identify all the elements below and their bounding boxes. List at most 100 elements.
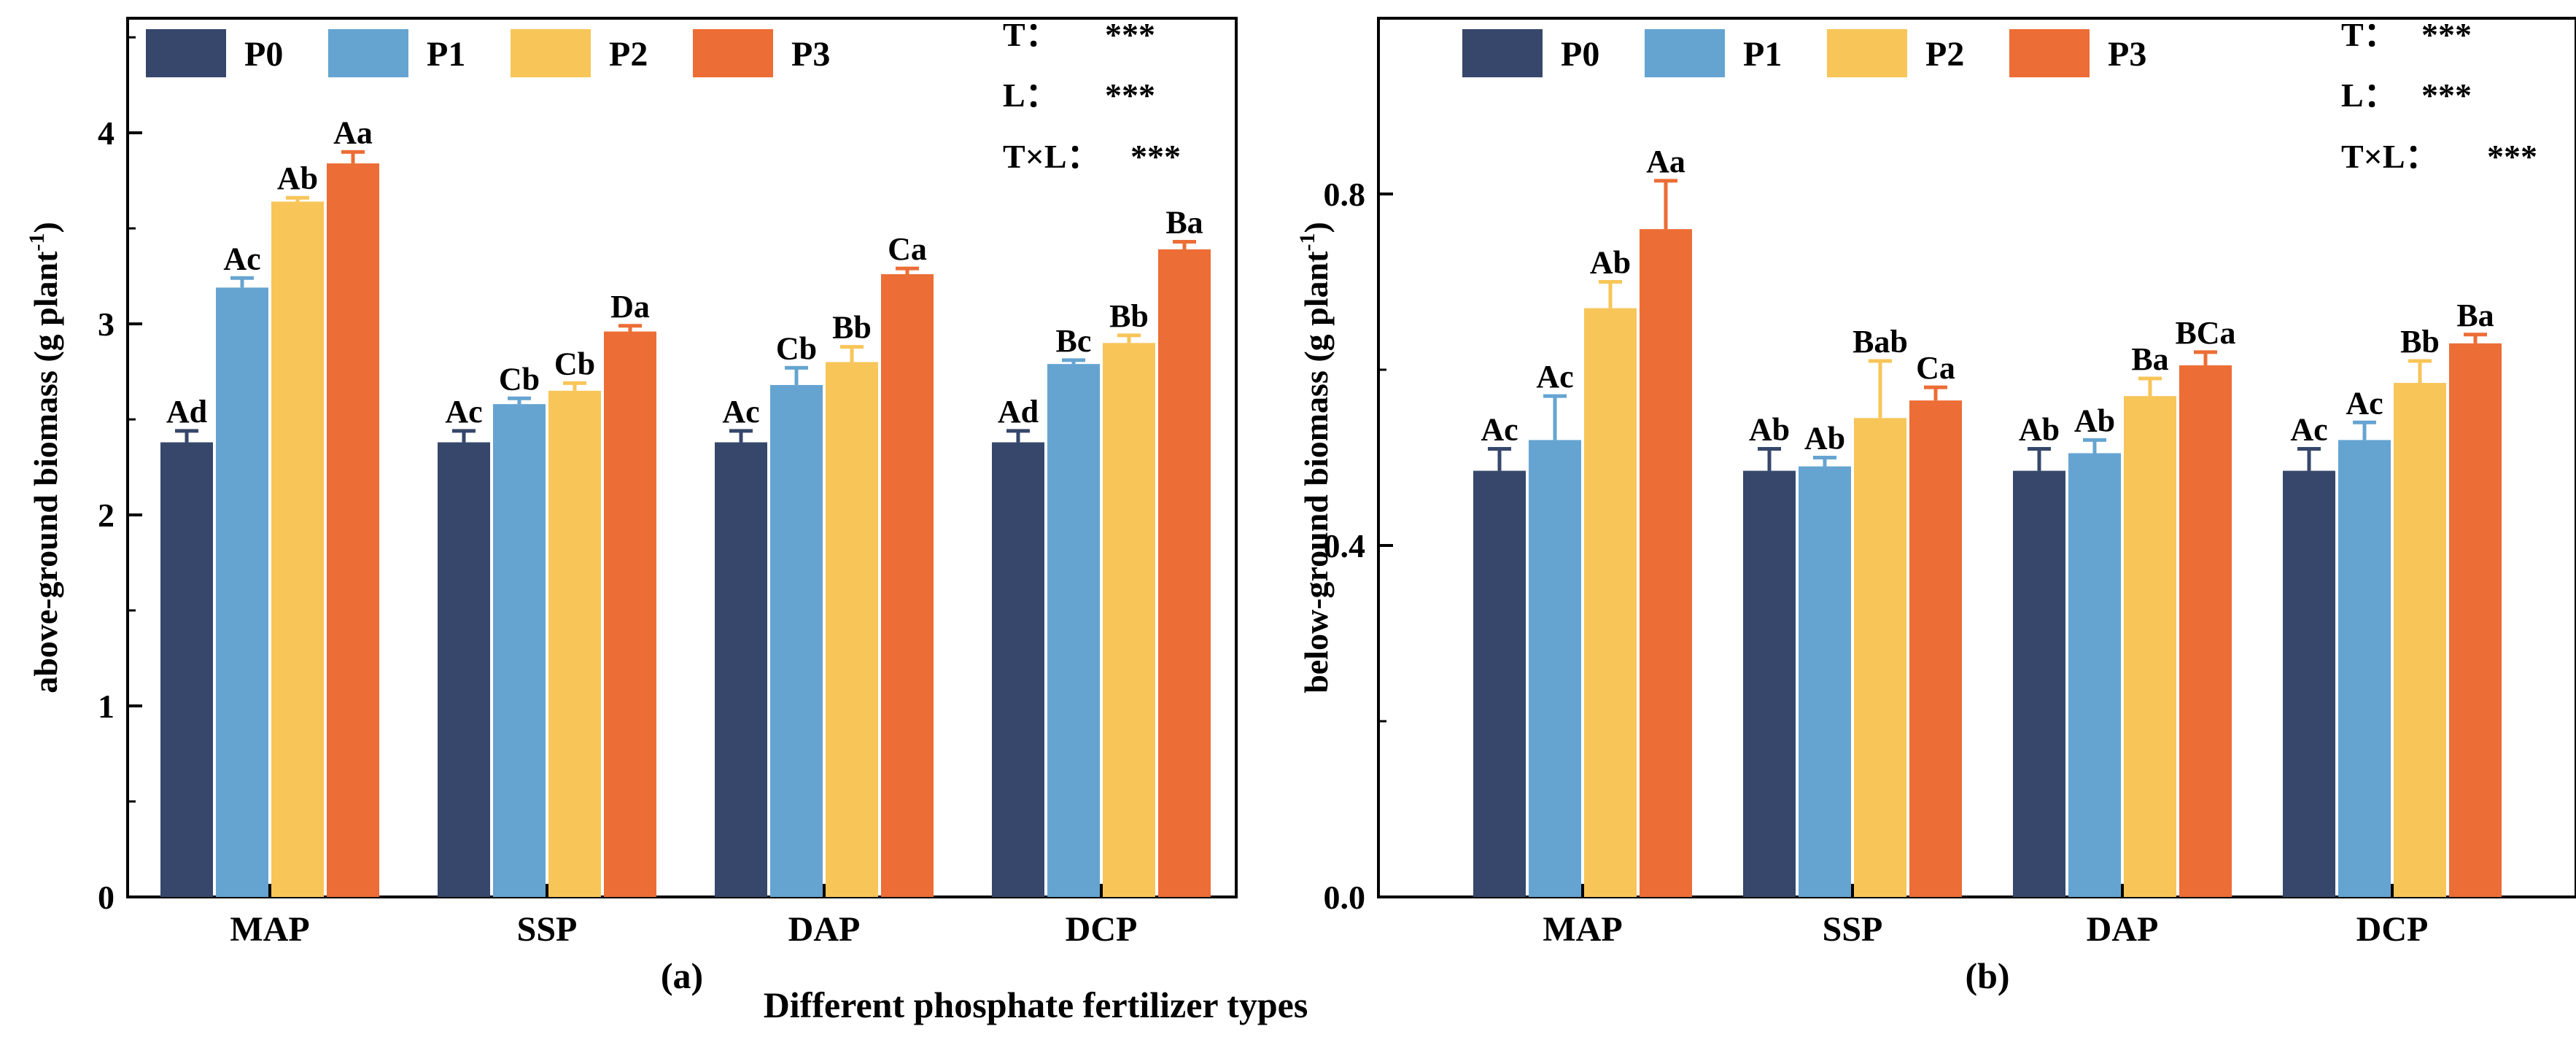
data-label: Ab [2019, 411, 2060, 447]
data-label: Ba [2456, 298, 2494, 333]
bar-p0-dcp [992, 442, 1044, 897]
data-label: Da [610, 289, 650, 325]
data-label: Bc [1056, 323, 1092, 359]
x-tick-label: DCP [1066, 910, 1138, 949]
bar-p3-map [327, 163, 379, 897]
significance-stars: *** [2421, 16, 2472, 53]
significance-label: L： [2341, 77, 2397, 114]
x-tick-label: DCP [2356, 910, 2429, 949]
data-label: Ad [998, 394, 1039, 430]
panel-label: (a) [661, 955, 703, 996]
plot-frame [126, 17, 1238, 898]
y-tick-label: 3 [98, 306, 115, 343]
x-tick-label: SSP [1823, 910, 1883, 949]
data-label: Bb [2400, 324, 2440, 360]
bar-p3-dcp [1158, 249, 1211, 897]
x-tick-label: DAP [788, 910, 861, 949]
legend-label: P2 [1925, 35, 1964, 74]
data-label: Ac [722, 394, 759, 430]
legend-label: P1 [1743, 35, 1782, 74]
legend-label: P3 [791, 35, 830, 74]
bar-p2-ssp [548, 390, 601, 897]
significance-stars: *** [2487, 138, 2537, 175]
bar-p1-dcp [1047, 364, 1100, 897]
significance-label: T： [2341, 16, 2397, 53]
y-axis-title: below-ground biomass (g plant-1) [1295, 222, 1335, 694]
bar-p3-dcp [2449, 343, 2502, 898]
legend-swatch-p3 [2009, 29, 2090, 77]
bar-p3-ssp [1909, 400, 1962, 897]
y-tick-label: 1 [98, 688, 115, 725]
legend-label: P2 [609, 35, 648, 74]
bar-p0-dcp [2283, 470, 2335, 897]
data-label: Ba [2131, 341, 2168, 377]
significance-label: T×L： [1003, 138, 1101, 175]
legend-swatch-p2 [1827, 29, 1907, 77]
significance-label: T×L： [2341, 138, 2439, 175]
data-label: Bab [1853, 324, 1908, 360]
bar-p3-ssp [604, 331, 656, 897]
data-label: Ac [1481, 411, 1518, 447]
legend-swatch-p1 [328, 29, 408, 77]
bar-p2-dap [2124, 396, 2176, 897]
data-label: Ac [2290, 411, 2327, 447]
legend-swatch-p3 [693, 29, 773, 77]
data-label: Ba [1165, 204, 1203, 240]
legend-swatch-p0 [1462, 29, 1543, 77]
bar-p1-dap [770, 384, 823, 897]
legend-label: P0 [244, 35, 283, 74]
panel-b-chart: 0.0 0.4 0.8 below-ground biomass (g plant-1… [1295, 16, 2576, 996]
significance-stars: *** [1105, 16, 1155, 53]
data-label: Ca [1916, 350, 1955, 386]
bar-p1-dap [2068, 453, 2121, 897]
bar-p1-ssp [1799, 466, 1851, 897]
data-label: Aa [333, 114, 373, 150]
data-label: Ca [888, 231, 927, 267]
y-tick-label: 4 [98, 114, 115, 152]
bar-p1-dcp [2338, 440, 2391, 897]
data-label: Ab [2074, 403, 2115, 438]
x-tick-label: DAP [2087, 910, 2159, 949]
bar-p2-map [271, 201, 324, 897]
data-label: Cb [776, 330, 817, 366]
data-label: Ad [166, 394, 207, 430]
x-tick-label: MAP [1543, 910, 1622, 949]
data-label: Ab [1590, 245, 1631, 281]
legend-swatch-p2 [511, 29, 591, 77]
bar-p1-ssp [493, 404, 546, 897]
data-label: Ab [1749, 411, 1790, 447]
bar-p3-map [1640, 229, 1692, 897]
data-label: Bb [1109, 298, 1149, 334]
y-tick-label: 2 [98, 497, 115, 534]
legend-swatch-p1 [1645, 29, 1725, 77]
y-tick-label: 0.4 [1324, 527, 1366, 564]
legend-swatch-p0 [146, 29, 226, 77]
x-tick-label: MAP [230, 910, 309, 949]
data-label: Ac [1536, 359, 1573, 395]
significance-stars: *** [2421, 77, 2472, 114]
data-label: Ac [445, 394, 482, 430]
bar-p0-map [160, 442, 213, 897]
bar-p3-dap [2179, 365, 2232, 898]
y-tick-label: 0 [98, 879, 115, 916]
bar-p2-ssp [1854, 418, 1906, 897]
bar-p2-map [1584, 308, 1637, 897]
significance-label: T： [1003, 16, 1059, 53]
data-label: Cb [554, 346, 595, 381]
significance-stars: *** [1130, 138, 1181, 175]
bar-p0-map [1473, 470, 1526, 897]
bar-p0-dap [2013, 470, 2065, 897]
data-label: Aa [1646, 144, 1685, 179]
bar-p3-dap [881, 274, 934, 897]
bar-p1-map [216, 287, 268, 897]
y-tick-label: 0.8 [1324, 176, 1366, 213]
bar-p2-dcp [2394, 383, 2446, 897]
data-label: Ac [223, 241, 260, 276]
y-axis-title: above-ground biomass (g plant-1) [25, 222, 64, 694]
panel-label: (b) [1965, 955, 2009, 996]
plot-frame [1377, 17, 2576, 898]
bar-p0-ssp [1743, 470, 1796, 897]
panel-a-chart: 0 1 2 3 4 above-ground biomass (g plant-1) MAP… [25, 16, 1238, 996]
bar-p0-ssp [438, 442, 490, 897]
